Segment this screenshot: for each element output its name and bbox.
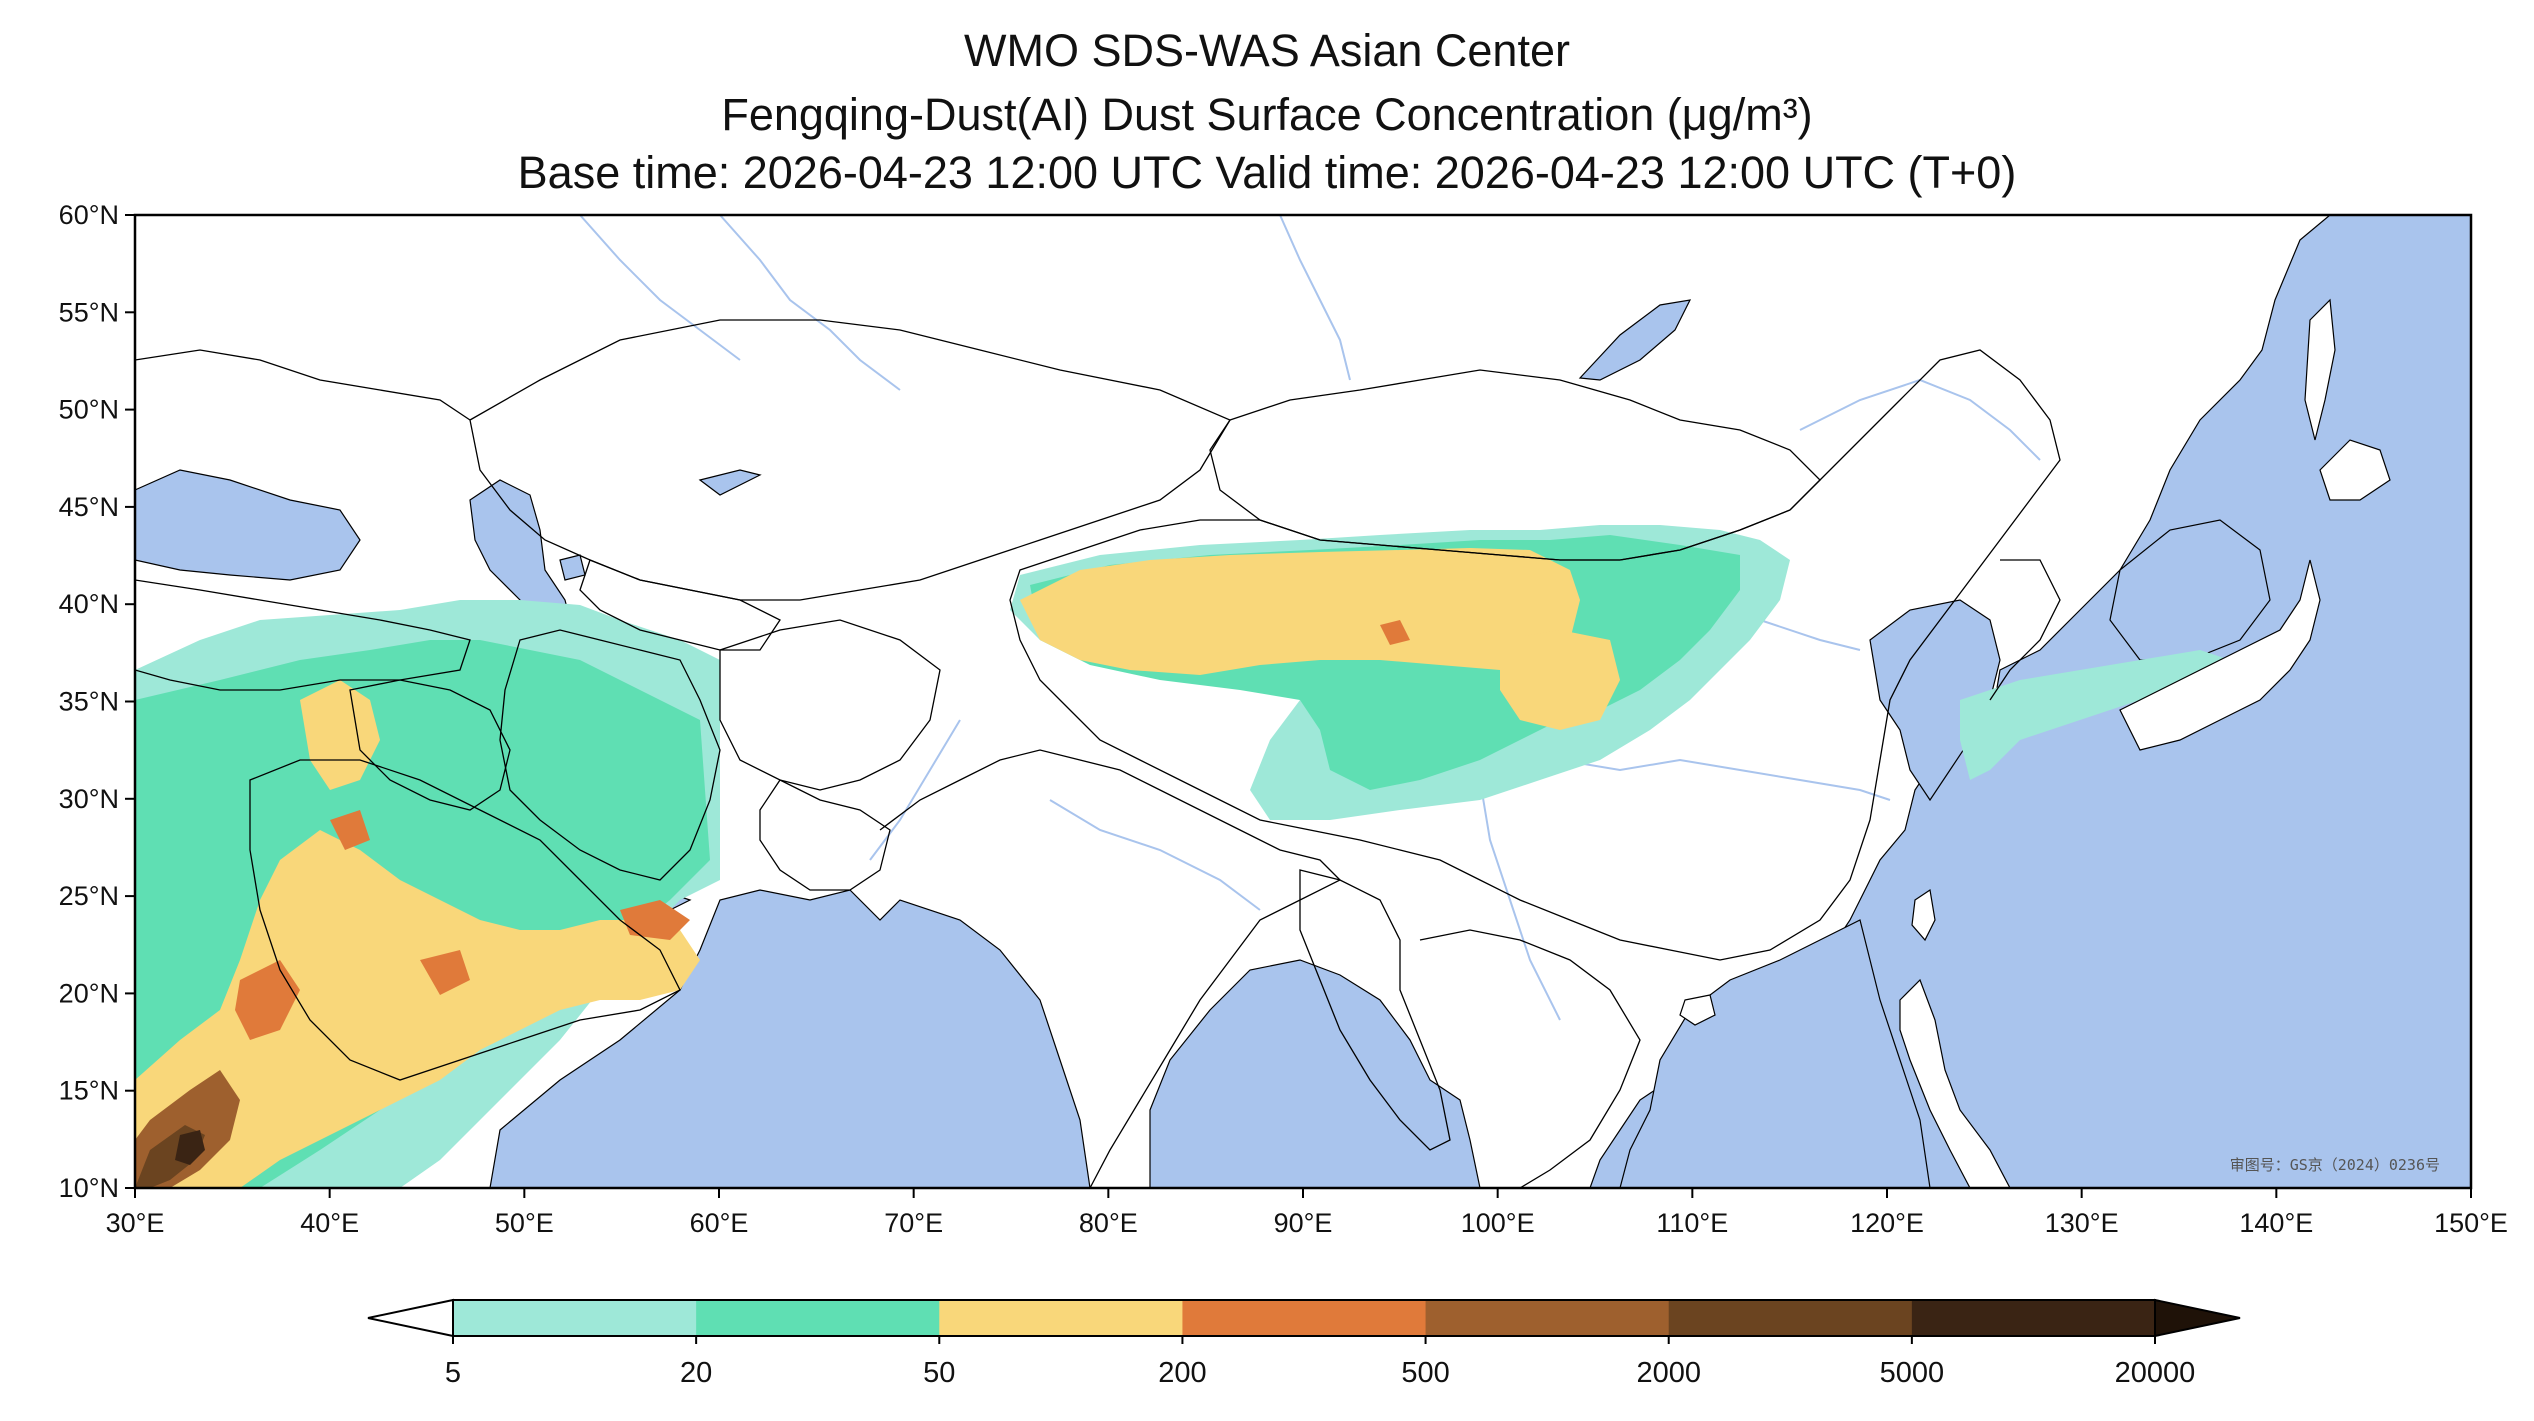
dust-band-50-200-syria [300,680,380,790]
x-tick-label: 150°E [2434,1208,2508,1238]
bay-of-bengal [1149,959,1481,1188]
time-info: Base time: 2026-04-23 12:00 UTC Valid ti… [517,147,2017,198]
island-taiwan [1911,888,1936,942]
colorbar-frame [452,1299,2156,1337]
border-china [1009,349,2061,961]
river-ganges [1049,799,1261,911]
colorbar-label: 20 [680,1357,712,1389]
colorbar-label: 200 [1158,1357,1206,1389]
border-myanmar [1299,869,1451,1151]
border-saudi-arabia [249,759,681,1081]
lake-balkhash [698,469,762,496]
x-tick-label: 140°E [2239,1208,2313,1238]
border-korea [1989,559,2061,701]
border-iraq [349,679,511,811]
x-tick-label: 50°E [495,1208,554,1238]
chart-title: WMO SDS-WAS Asian Center [964,25,1570,76]
japan-islands [1679,298,2391,1188]
river-indus [869,719,961,861]
river-mekong [1479,779,1561,1021]
dust-band-200-500-arabia [235,810,690,1040]
x-tick-label: 100°E [1461,1208,1535,1238]
island-hainan [1679,994,1716,1026]
river-ob [719,215,901,391]
colorbar-bin [1911,1300,2156,1336]
colorbar-bin [696,1300,940,1336]
island-honshu [2119,559,2321,751]
colorbar-label: 5 [445,1357,461,1389]
colorbar-bin [939,1300,1183,1336]
chart-subtitle: Fengqing-Dust(AI) Dust Surface Concentra… [721,89,1813,140]
lake-baikal [1578,299,1692,381]
y-tick-label: 40°N [59,589,119,619]
x-tick-label: 60°E [690,1208,749,1238]
sea-of-japan [2109,519,2271,661]
x-tick-label: 70°E [884,1208,943,1238]
latitude-axis: 60°N 55°N 50°N 45°N 40°N 35°N 30°N 25°N 20°N 15°N… [59,200,135,1203]
colorbar-label: 500 [1401,1357,1449,1389]
colorbar-over-extension [2154,1298,2241,1338]
x-tick-label: 130°E [2045,1208,2119,1238]
y-tick-label: 15°N [59,1076,119,1106]
border-turkey [135,579,471,691]
longitude-axis: 30°E 40°E 50°E 60°E 70°E 80°E 90°E 100°E 110°E 12… [106,1188,2508,1238]
dust-band-200-500 [1380,620,1410,645]
y-tick-label: 50°N [59,395,119,425]
river-irtysh [579,215,741,361]
dust-band-50-200-arabia [135,830,700,1188]
border-afghanistan [719,619,941,791]
colorbar-bin [1182,1300,1427,1336]
river-amur [1799,378,2041,461]
dust-band-50-200-tarim [1500,630,1620,730]
colorbar-bin [1425,1300,1670,1336]
colorbar-bin [453,1300,697,1336]
dust-concentration-field [135,525,2230,1188]
island-sakhalin [2304,298,2336,441]
x-tick-label: 120°E [1850,1208,1924,1238]
y-tick-label: 45°N [59,492,119,522]
y-tick-label: 10°N [59,1173,119,1203]
aral-sea [559,554,586,581]
black-sea [135,469,361,581]
south-china-sea [1619,919,1931,1188]
y-tick-label: 35°N [59,687,119,717]
x-tick-label: 30°E [106,1208,165,1238]
y-tick-label: 20°N [59,978,119,1008]
colorbar-label: 2000 [1636,1357,1701,1389]
dust-band-50-200 [1020,548,1580,675]
colorbar: 5 20 50 200 500 2000 5000 20000 [367,1298,2241,1389]
border-turkmenistan-uzbekistan [579,559,781,651]
y-tick-label: 55°N [59,297,119,327]
colorbar-bin [1668,1300,1913,1336]
y-tick-label: 25°N [59,881,119,911]
colorbar-label: 20000 [2115,1357,2196,1389]
river-yenisei [1279,215,1351,381]
x-tick-label: 90°E [1274,1208,1333,1238]
border-thailand-laos-vietnam [1419,929,1641,1188]
island-philippines [1899,978,2011,1188]
x-tick-label: 110°E [1656,1208,1728,1238]
y-tick-label: 30°N [59,784,119,814]
border-russia-south [135,349,471,421]
y-tick-label: 60°N [59,200,119,230]
border-iran [499,629,721,881]
colorbar-label: 50 [923,1357,955,1389]
x-tick-label: 40°E [300,1208,359,1238]
border-india [879,749,1342,1188]
border-pakistan [759,779,891,891]
island-hokkaido [2319,439,2391,501]
map-approval-number: 审图号：GS京（2024）0236号 [2230,1156,2440,1174]
x-tick-label: 80°E [1079,1208,1138,1238]
colorbar-label: 5000 [1880,1357,1945,1389]
colorbar-under-extension [367,1298,454,1338]
country-borders [135,319,2061,1188]
dust-band-5000-20000 [175,1130,205,1165]
dust-band-5-20-east [1960,650,2230,780]
